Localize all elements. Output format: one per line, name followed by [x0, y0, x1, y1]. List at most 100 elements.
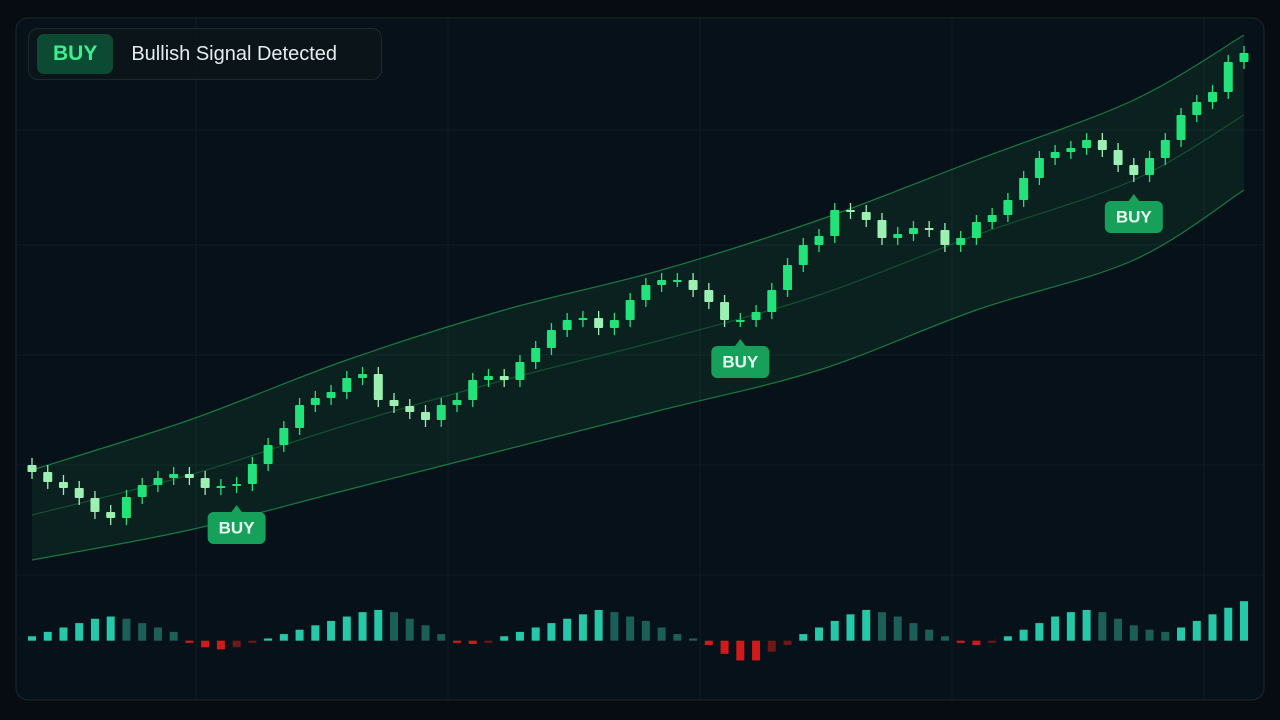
candle-body [1239, 53, 1249, 62]
histogram-bar [673, 634, 682, 641]
candle-body [893, 234, 903, 238]
histogram-bar [626, 616, 635, 641]
histogram-bar [106, 616, 115, 641]
histogram-bar [893, 616, 902, 641]
histogram-bar [578, 614, 587, 641]
candle-body [814, 236, 824, 245]
histogram-bar [59, 627, 68, 641]
candle-body [751, 312, 761, 320]
candle-body [74, 488, 84, 498]
candle-body [1160, 140, 1170, 158]
histogram-bar [1208, 614, 1217, 641]
histogram-bar [783, 640, 792, 646]
histogram-bar [940, 636, 949, 641]
signal-box [711, 346, 770, 378]
candle-body [625, 300, 635, 320]
signal-arrow [230, 505, 243, 513]
histogram-bar [1129, 625, 1138, 641]
candle-body [247, 464, 257, 484]
buy-signal: BUY [711, 339, 770, 378]
histogram-bar [925, 629, 934, 641]
candle-body [971, 222, 981, 238]
candle-body [1050, 152, 1060, 158]
histogram-bar [531, 627, 540, 641]
histogram-bar [909, 623, 918, 641]
candle-body [326, 392, 336, 398]
histogram-bar [437, 634, 446, 641]
candle-body [578, 318, 588, 320]
candle-body [562, 320, 572, 330]
candle-body [310, 398, 320, 405]
candle-body [987, 215, 997, 222]
histogram-bar [138, 623, 147, 641]
candle-body [468, 380, 478, 400]
candle-body [877, 220, 887, 238]
candle-body [924, 228, 934, 230]
histogram-bar [752, 640, 761, 661]
histogram-bar [547, 623, 556, 641]
candle-body [657, 280, 667, 285]
candle-body [798, 245, 808, 265]
candle-body [515, 362, 525, 380]
histogram-bar [264, 638, 273, 641]
histogram-bar [390, 612, 399, 641]
histogram-bar [201, 640, 210, 648]
candle-body [735, 320, 745, 322]
histogram-bar [500, 636, 509, 641]
histogram-bar [846, 614, 855, 641]
candle-body [956, 238, 966, 245]
buy-signal: BUY [1104, 194, 1163, 233]
histogram-bar [327, 620, 336, 641]
histogram-bar [452, 640, 461, 643]
candle-body [704, 290, 714, 302]
histogram-bar [28, 636, 36, 641]
candle-body [169, 474, 179, 478]
histogram-bar [956, 640, 965, 643]
candle-body [720, 302, 730, 320]
candle-body [783, 265, 793, 290]
band-line [31, 34, 1245, 471]
candle-body [452, 400, 462, 405]
candle-body [1097, 140, 1107, 150]
candle-body [1223, 62, 1233, 92]
histogram-bar [563, 618, 572, 641]
candle-body [861, 212, 871, 220]
histogram-bar [1051, 616, 1060, 641]
histogram-bar [1035, 623, 1044, 641]
band-fill [32, 35, 1244, 560]
candle-body [27, 465, 37, 472]
histogram-bar [90, 618, 99, 641]
histogram-bar [75, 623, 84, 641]
candle-body [940, 230, 950, 245]
histogram-bar [232, 640, 241, 648]
candle-body [200, 478, 210, 488]
candle-body [499, 376, 509, 380]
candle-body [609, 320, 619, 328]
candle-body [421, 412, 431, 420]
candle-body [1208, 92, 1218, 102]
candle-body [1082, 140, 1092, 148]
candle-body [342, 378, 352, 392]
candle-body [295, 405, 305, 428]
histogram-bar [641, 620, 650, 641]
histogram-bar [799, 634, 808, 641]
histogram-bar [279, 634, 288, 641]
candle-body [483, 376, 493, 380]
histogram-bar [1177, 627, 1186, 641]
histogram-bar [216, 640, 225, 650]
histogram-bar [1224, 607, 1233, 641]
candle-body [1034, 158, 1044, 178]
histogram-bar [169, 631, 178, 641]
histogram-bar [1240, 601, 1248, 641]
candle-body [767, 290, 777, 312]
histogram-bar [1114, 618, 1123, 641]
histogram-bar [704, 640, 713, 646]
signal-header: BUY Bullish Signal Detected [28, 28, 382, 80]
histogram-bar [1145, 629, 1154, 641]
candle-body [688, 280, 698, 290]
candle-body [1176, 115, 1186, 140]
histogram-bar [736, 640, 745, 661]
signal-box [207, 512, 266, 544]
